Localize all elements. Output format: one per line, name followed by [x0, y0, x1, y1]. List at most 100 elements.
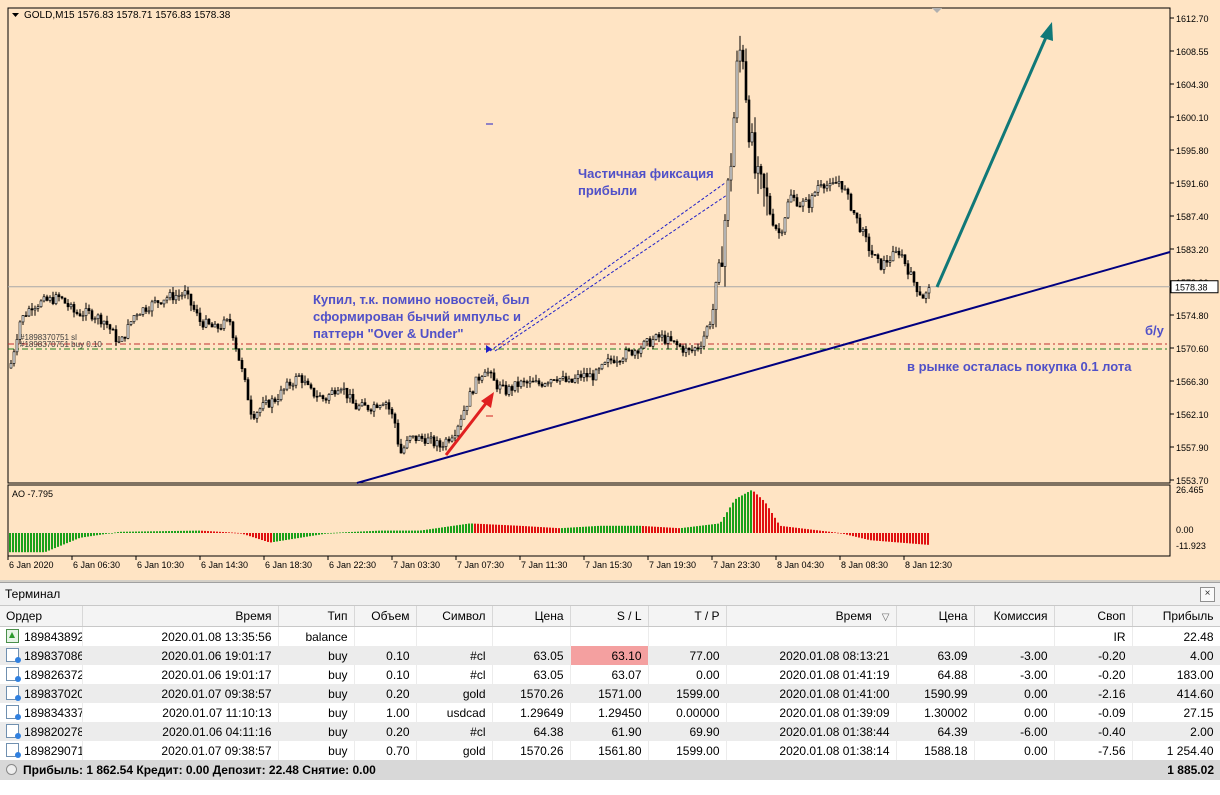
projection-line: [489, 182, 726, 352]
ao-bar: [345, 532, 347, 533]
candlesticks: [9, 35, 931, 455]
ao-bar: [447, 526, 449, 533]
col-header-time[interactable]: Время: [82, 606, 279, 627]
candle-body: [432, 436, 436, 447]
candle-body: [711, 309, 715, 325]
candle: [237, 348, 241, 361]
table-row[interactable]: 18983433732020.01.07 11:10:13buy1.00usdc…: [0, 703, 1220, 722]
close-icon[interactable]: ×: [1200, 587, 1215, 602]
ao-bar: [378, 530, 380, 533]
col-header-order[interactable]: Ордер: [0, 606, 83, 627]
candle: [180, 292, 184, 300]
candle-body: [825, 185, 829, 189]
candle-body: [90, 310, 94, 320]
candle-body: [561, 376, 565, 379]
candle: [246, 377, 250, 401]
order-number: 1898290711: [24, 744, 82, 758]
candle-body: [348, 394, 352, 399]
ao-bar: [441, 527, 443, 533]
candle-body: [525, 381, 529, 384]
col-header-price[interactable]: Цена: [492, 606, 571, 627]
ao-bar: [21, 533, 23, 553]
candle: [252, 411, 256, 420]
col-header-swap[interactable]: Своп: [1054, 606, 1133, 627]
col-header-commission[interactable]: Комиссия: [974, 606, 1055, 627]
ao-bar: [918, 533, 920, 545]
time-tick-label: 6 Jan 2020: [9, 560, 54, 570]
candle: [429, 432, 433, 444]
candle-body: [639, 347, 643, 354]
candle-body: [66, 302, 70, 308]
candle: [357, 403, 361, 411]
candle-body: [279, 389, 283, 400]
candle: [381, 402, 385, 407]
candle-body: [642, 340, 646, 349]
ao-bar: [489, 524, 491, 533]
cell-swap: -0.40: [1054, 722, 1133, 741]
candle: [768, 192, 772, 216]
candle: [372, 401, 376, 417]
chart-window[interactable]: #1898370751 sl #1898370751 buy 0.10 GOLD,…: [0, 0, 1220, 580]
candle: [534, 374, 538, 383]
candle-body: [426, 437, 430, 444]
ao-bar: [99, 533, 101, 535]
order-line-label: #1898370751 sl: [20, 333, 77, 342]
table-row[interactable]: 18983708642020.01.06 19:01:17buy0.10#cl6…: [0, 646, 1220, 665]
candle-body: [294, 376, 298, 386]
col-header-profit[interactable]: Прибыль: [1132, 606, 1220, 627]
cell-price: 64.38: [492, 722, 571, 741]
cell-volume: 0.10: [354, 665, 417, 684]
candle-body: [738, 49, 742, 62]
candle-body: [333, 390, 337, 395]
ao-bar: [234, 532, 236, 534]
price-chart[interactable]: #1898370751 sl#1898370751 buy 0.10 GOLD,…: [0, 0, 1220, 580]
ao-bar: [399, 530, 401, 533]
cell-tp: 77.00: [648, 646, 727, 665]
cell-volume: [354, 626, 417, 646]
summary-total: 1 885.02: [1054, 760, 1220, 780]
ao-bar: [591, 526, 593, 533]
col-header-close-price[interactable]: Цена: [896, 606, 975, 627]
col-header-type[interactable]: Тип: [278, 606, 355, 627]
ao-bar: [108, 533, 110, 534]
candle: [57, 292, 61, 302]
table-row[interactable]: 18982637272020.01.06 19:01:17buy0.10#cl6…: [0, 665, 1220, 684]
candle-body: [573, 378, 577, 383]
table-row[interactable]: 18983702012020.01.07 09:38:57buy0.20gold…: [0, 684, 1220, 703]
col-header-tp[interactable]: T / P: [648, 606, 727, 627]
candle: [888, 255, 892, 267]
candle-body: [546, 382, 550, 385]
candle-body: [543, 383, 547, 387]
candle-body: [747, 99, 751, 143]
candle-body: [849, 193, 853, 211]
candle: [486, 367, 490, 377]
candle-body: [354, 403, 358, 410]
col-header-symbol[interactable]: Символ: [416, 606, 493, 627]
ao-bar: [852, 533, 854, 537]
candle: [141, 307, 145, 317]
candle-body: [309, 384, 313, 389]
col-header-close-time[interactable]: Время ▽: [726, 606, 897, 627]
ao-bar: [15, 533, 17, 553]
candle: [633, 349, 637, 359]
ao-bar: [321, 533, 323, 535]
terminal-panel[interactable]: Терминал × Ордер Время Тип Объем Символ …: [0, 582, 1220, 795]
annotation-breakeven: б/у: [1145, 323, 1164, 338]
table-row[interactable]: 18982027842020.01.06 04:11:16buy0.20#cl6…: [0, 722, 1220, 741]
table-row[interactable]: 18982907112020.01.07 09:38:57buy0.70gold…: [0, 741, 1220, 760]
ao-bar: [723, 517, 725, 533]
summary-cell: Прибыль: 1 862.54 Кредит: 0.00 Депозит: …: [0, 760, 1054, 780]
col-header-sl[interactable]: S / L: [570, 606, 649, 627]
ao-bar: [405, 530, 407, 533]
ao-bar: [288, 533, 290, 540]
col-header-volume[interactable]: Объем: [354, 606, 417, 627]
order-line-label: #1898370751 buy 0.10: [20, 340, 102, 349]
candle: [492, 368, 496, 381]
ao-bar: [165, 531, 167, 533]
candle-body: [783, 217, 787, 233]
candle-body: [687, 347, 691, 351]
candle: [657, 331, 661, 343]
candle: [873, 254, 877, 256]
candle: [441, 441, 445, 451]
